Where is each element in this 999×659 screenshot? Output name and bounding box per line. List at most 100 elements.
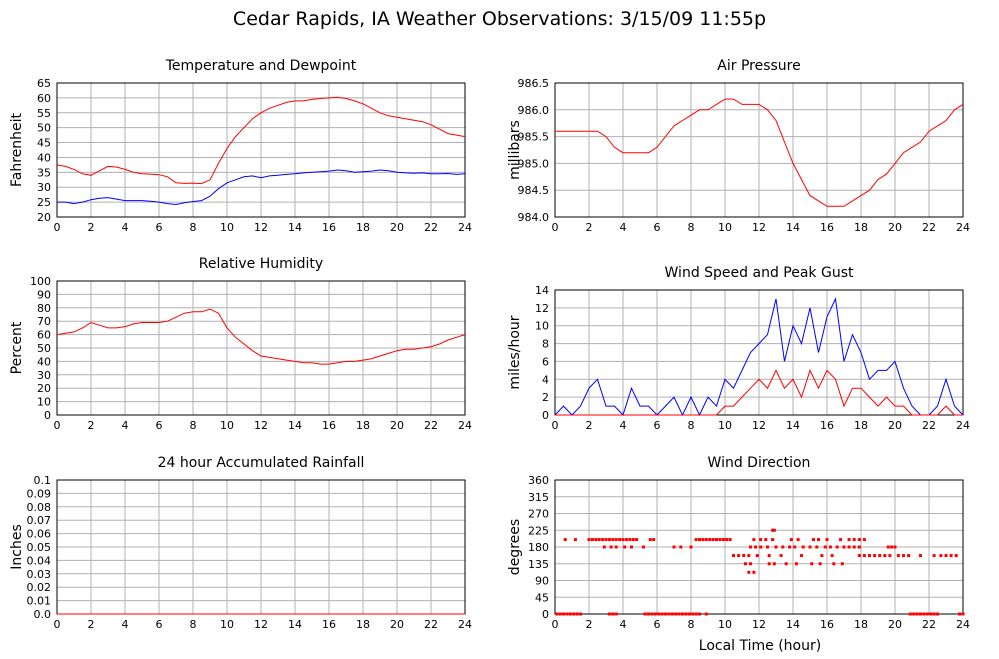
data-point: [657, 612, 661, 616]
data-point: [628, 538, 632, 542]
y-tick-label: 0.04: [27, 554, 52, 567]
data-point: [711, 538, 715, 542]
chart-title: Relative Humidity: [199, 256, 323, 272]
data-point: [653, 612, 657, 616]
x-tick-label: 14: [786, 221, 800, 234]
data-point: [715, 538, 718, 542]
y-tick-label: 6: [542, 355, 549, 368]
chart-title: 24 hour Accumulated Rainfall: [158, 455, 365, 471]
x-tick-label: 14: [288, 618, 302, 631]
x-tick-label: 12: [254, 221, 268, 234]
x-tick-label: 8: [688, 221, 695, 234]
data-point: [766, 545, 769, 549]
data-point: [618, 538, 622, 542]
data-point: [820, 554, 824, 558]
data-point: [728, 538, 732, 542]
x-tick-label: 10: [220, 618, 234, 631]
data-point: [800, 554, 803, 558]
x-tick-label: 16: [820, 618, 834, 631]
data-point: [743, 562, 747, 566]
plot-frame: [554, 82, 964, 218]
x-tick-label: 18: [356, 221, 370, 234]
series-line-red: [56, 96, 466, 185]
x-tick-label: 6: [156, 419, 163, 432]
data-point: [679, 545, 683, 549]
y-tick-label: 8: [542, 338, 549, 351]
data-point: [936, 612, 939, 616]
x-tick-label: 24: [458, 221, 472, 234]
data-point: [681, 612, 684, 616]
data-point: [704, 538, 708, 542]
x-tick-label: 4: [122, 221, 129, 234]
data-point: [732, 554, 735, 558]
data-point: [602, 545, 606, 549]
data-point: [847, 538, 851, 542]
plot-frame: [554, 479, 964, 615]
x-tick-label: 14: [288, 221, 302, 234]
data-point: [902, 554, 905, 558]
y-axis-label: miles/hour: [507, 315, 523, 389]
y-tick-label: 35: [37, 166, 51, 179]
y-tick-label: 986.5: [518, 77, 550, 90]
data-point: [949, 554, 953, 558]
y-tick-label: 45: [535, 591, 549, 604]
x-tick-label: 4: [620, 618, 627, 631]
x-tick-label: 14: [786, 618, 800, 631]
x-tick-label: 12: [254, 419, 268, 432]
data-point: [862, 538, 866, 542]
data-point: [830, 554, 834, 558]
data-point: [774, 545, 778, 549]
data-point: [896, 554, 900, 558]
data-point: [912, 612, 916, 616]
data-point: [694, 612, 698, 616]
y-tick-label: 14: [535, 284, 549, 297]
chart-title: Wind Direction: [708, 455, 811, 471]
data-point: [840, 562, 844, 566]
x-tick-label: 2: [88, 419, 95, 432]
data-point: [575, 612, 579, 616]
x-tick-label: 12: [752, 419, 766, 432]
data-point: [704, 612, 708, 616]
y-tick-label: 0.09: [27, 487, 52, 500]
y-tick-label: 50: [37, 122, 51, 135]
data-point: [788, 545, 792, 549]
y-tick-label: 0.0: [34, 608, 52, 621]
y-tick-label: 985.0: [518, 157, 550, 170]
data-point: [641, 545, 645, 549]
data-point: [772, 562, 776, 566]
data-point: [623, 545, 627, 549]
x-tick-label: 22: [922, 221, 936, 234]
series-line-blue: [57, 169, 466, 206]
data-point: [594, 538, 598, 542]
x-tick-label: 12: [752, 618, 766, 631]
data-point: [747, 554, 751, 558]
x-tick-label: 2: [586, 221, 593, 234]
data-point: [604, 538, 608, 542]
data-point: [789, 538, 793, 542]
plot-frame: [56, 280, 466, 416]
data-point: [817, 538, 820, 542]
y-axis-label: millibars: [507, 120, 523, 180]
y-tick-label: 0.05: [27, 541, 52, 554]
y-tick-label: 0.01: [27, 595, 52, 608]
data-point: [614, 612, 618, 616]
data-point: [862, 554, 866, 558]
y-tick-label: 315: [528, 491, 549, 504]
data-point: [883, 554, 887, 558]
x-tick-label: 10: [220, 419, 234, 432]
data-point: [932, 612, 936, 616]
y-tick-label: 0.06: [27, 528, 52, 541]
y-tick-label: 0: [44, 409, 51, 422]
y-tick-label: 2: [542, 391, 549, 404]
data-point: [555, 612, 559, 616]
data-point: [852, 545, 856, 549]
y-axis-label: Percent: [9, 321, 25, 374]
y-tick-label: 986.0: [518, 104, 550, 117]
data-point: [652, 538, 656, 542]
x-tick-label: 14: [288, 419, 302, 432]
x-axis-label: Local Time (hour): [699, 638, 821, 654]
data-point: [755, 554, 759, 558]
plot-frame: [554, 289, 964, 416]
x-tick-label: 18: [854, 221, 868, 234]
